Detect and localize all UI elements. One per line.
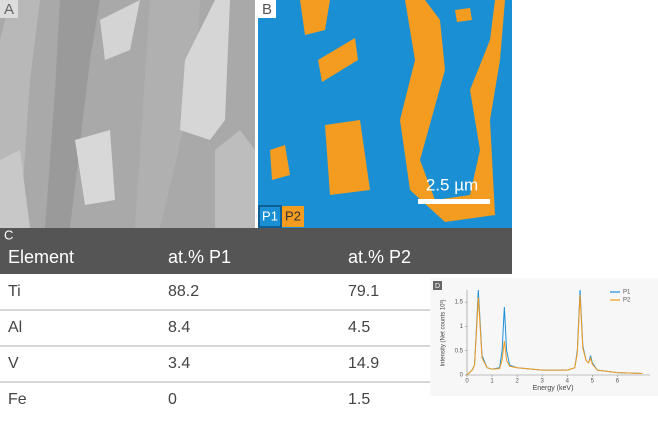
y-axis-title: Intensity (Net counts 10³): [441, 299, 447, 366]
scale-bar-label: 2.5 µm: [426, 175, 478, 194]
table-header: [0, 228, 512, 274]
panel-label: D: [435, 283, 440, 290]
table-cell: Fe: [8, 391, 27, 408]
table-cell: V: [8, 355, 19, 372]
x-tick-label: 1: [490, 379, 494, 385]
panel-label-box: [0, 0, 18, 18]
legend-swatch: [258, 205, 282, 228]
x-tick-label: 5: [591, 379, 595, 385]
chart-background: [430, 278, 658, 396]
y-tick-label: 0.5: [455, 348, 464, 354]
table: Element at.% P1 at.% P2 Ti 88.2 79.1 Al 8.4 4.5 V…: [0, 247, 430, 408]
panel-label-box: [258, 0, 276, 18]
legend-label: P1: [262, 208, 278, 223]
table-cell: 8.4: [168, 319, 190, 336]
panel-label: A: [4, 1, 14, 18]
phase-map-b: [258, 0, 512, 228]
panel-label-box: [433, 281, 442, 290]
table-cell: 1.5: [348, 391, 370, 408]
header-cell: Element: [8, 247, 74, 267]
legend-label: P1: [623, 290, 631, 296]
table-cell: 0: [168, 391, 177, 408]
x-tick-label: 0: [465, 379, 469, 385]
legend-label: P2: [623, 298, 631, 304]
table-cell: 3.4: [168, 355, 190, 372]
spectrum-line: [466, 294, 643, 376]
y-tick-label: 1: [460, 324, 464, 330]
header-cell: at.% P1: [168, 247, 231, 267]
y-tick-label: 0: [460, 373, 464, 379]
x-tick-label: 4: [566, 379, 570, 385]
y-tick-label: 1.5: [455, 300, 464, 306]
legend-swatch: [282, 206, 304, 227]
x-axis-title: Energy (keV): [533, 385, 574, 392]
table-cell: 79.1: [348, 283, 379, 300]
micrograph-a: [0, 0, 255, 228]
x-tick-label: 3: [541, 379, 545, 385]
table-cell: 14.9: [348, 355, 379, 372]
x-tick-label: 2: [515, 379, 519, 385]
table-cell: Ti: [8, 283, 21, 300]
x-tick-label: 6: [616, 379, 620, 385]
panel-label: B: [262, 1, 272, 18]
scale-bar: [418, 199, 490, 204]
table-cell: 88.2: [168, 283, 199, 300]
table-cell: Al: [8, 319, 22, 336]
header-cell: at.% P2: [348, 247, 411, 267]
panel-label: C: [4, 227, 13, 242]
chart: 0 0.5 1 1.5 0 1 2 3 4 5 6 P1 P2: [455, 290, 650, 385]
table-cell: 4.5: [348, 319, 370, 336]
legend-label: P2: [285, 208, 301, 223]
